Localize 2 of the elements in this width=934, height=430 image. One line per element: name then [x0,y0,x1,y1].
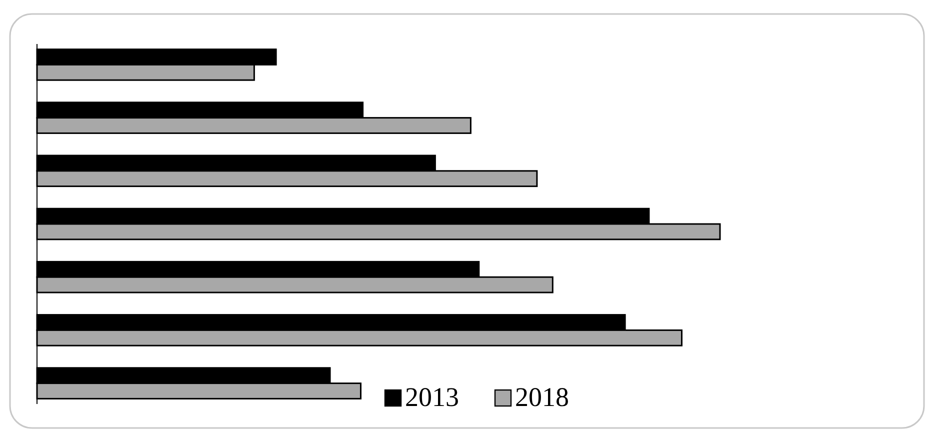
legend-label: 2018 [515,382,569,412]
legend-label: 2013 [405,382,459,412]
